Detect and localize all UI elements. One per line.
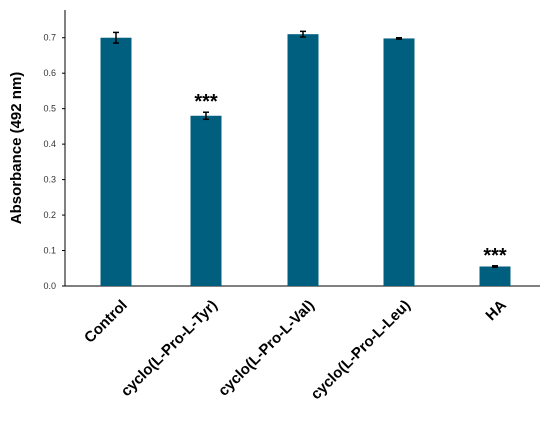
y-tick-label: 0.7: [43, 33, 56, 43]
y-tick-label: 0.3: [43, 175, 56, 185]
bars: [101, 34, 511, 286]
bar: [384, 38, 415, 286]
y-axis-title: Absorbance (492 nm): [8, 72, 25, 225]
bar: [288, 34, 319, 286]
y-tick-label: 0.5: [43, 104, 56, 114]
y-tick-label: 0.1: [43, 246, 56, 256]
y-tick-label: 0.6: [43, 68, 56, 78]
bar: [101, 38, 132, 286]
significance-annotation: ***: [483, 245, 507, 267]
y-tick-label: 0.4: [43, 139, 56, 149]
bar: [480, 266, 511, 286]
category-label: Control: [81, 297, 131, 347]
y-ticks: 0.0 0.1 0.2 0.3 0.4 0.5 0.6 0.7: [43, 33, 65, 291]
category-labels: Controlcyclo(L-Pro-L-Tyr)cyclo(L-Pro-L-V…: [81, 297, 510, 403]
y-tick-label: 0.0: [43, 281, 56, 291]
category-label: cyclo(L-Pro-L-Leu): [308, 297, 414, 403]
category-label: cyclo(L-Pro-L-Tyr): [118, 297, 221, 400]
significance-annotation: ***: [194, 91, 218, 113]
bar: [191, 116, 222, 286]
category-label: HA: [482, 297, 509, 324]
significance-annotations: *** ***: [194, 91, 507, 267]
category-label: cyclo(L-Pro-L-Val): [215, 297, 318, 400]
y-tick-label: 0.2: [43, 210, 56, 220]
